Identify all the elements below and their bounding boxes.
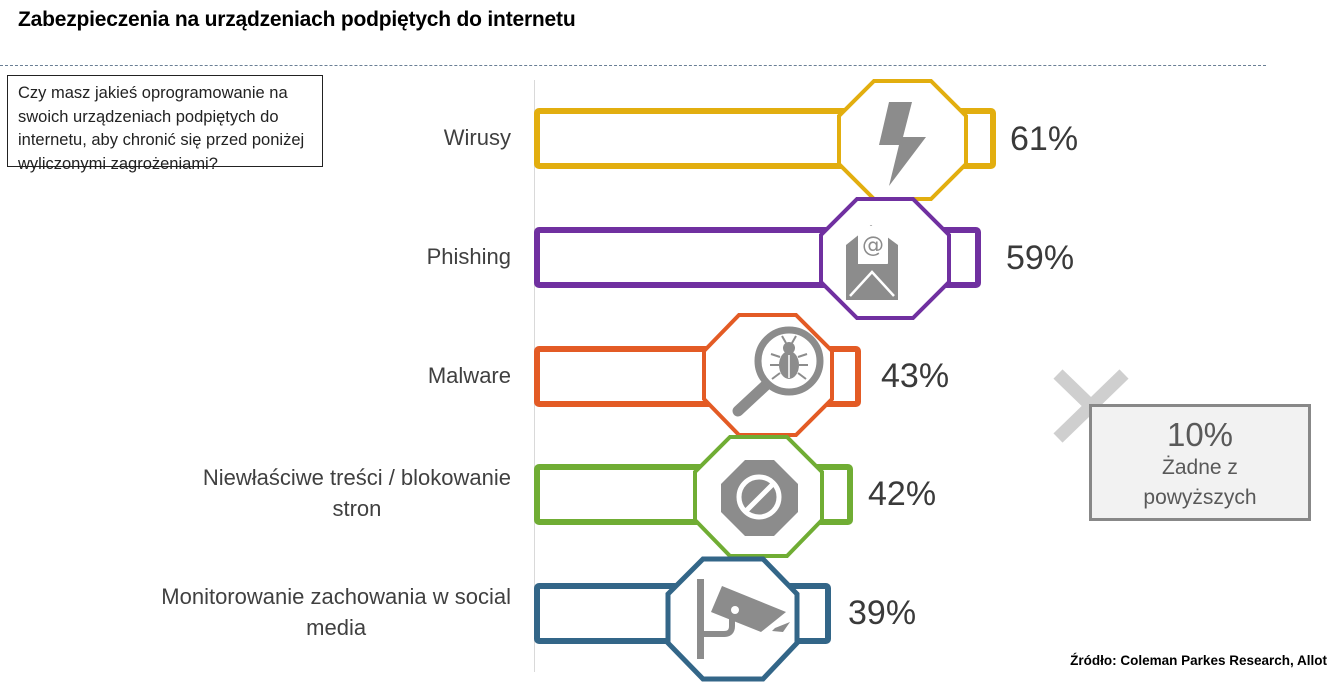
bar-malware	[534, 313, 861, 437]
none-of-the-above-value: 10%	[1166, 416, 1234, 453]
bar-social-media-monitoring	[534, 556, 831, 682]
survey-question-box: Czy masz jakieś oprogramowanie na swoich…	[7, 75, 323, 173]
category-label-social-media-monitoring: Monitorowanie zachowania w social media	[161, 584, 511, 640]
none-of-the-above-label: Żadne z powyższych	[1143, 456, 1257, 509]
page-title: Zabezpieczenia na urządzeniach podpiętyc…	[18, 8, 576, 31]
lightning-bolt-icon	[879, 102, 926, 186]
email-at-icon: @	[846, 225, 898, 300]
bar-phishing: @	[534, 197, 981, 320]
blocked-sign-icon	[721, 460, 798, 536]
category-label-phishing: Phishing	[426, 244, 511, 269]
none-of-the-above-box: 10% Żadne z powyższych	[1089, 404, 1311, 521]
category-label-malware: Malware	[427, 363, 511, 388]
value-label-phishing: 59%	[1006, 239, 1075, 277]
value-label-inappropriate-content: 42%	[868, 475, 937, 513]
value-label-wirusy: 61%	[1010, 120, 1079, 158]
bar-inappropriate-content	[534, 435, 853, 558]
title-divider	[0, 65, 1266, 66]
source-note: Źródło: Coleman Parkes Research, Allot	[1070, 653, 1327, 668]
svg-text:@: @	[862, 233, 884, 258]
bug-magnifier-icon	[732, 326, 824, 417]
bar-wirusy	[534, 79, 996, 201]
value-label-social-media-monitoring: 39%	[848, 594, 917, 632]
category-label-wirusy: Wirusy	[443, 125, 511, 150]
value-label-malware: 43%	[881, 357, 950, 395]
category-label-inappropriate-content: Niewłaściwe treści / blokowanie stron	[202, 465, 511, 521]
surveillance-camera-icon	[697, 579, 790, 659]
